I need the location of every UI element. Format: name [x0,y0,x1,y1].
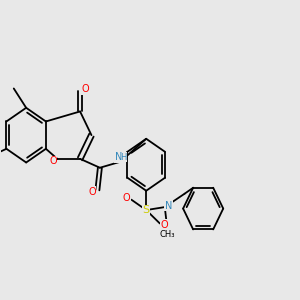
Text: O: O [82,84,89,94]
Text: O: O [123,193,130,203]
Text: O: O [88,187,96,196]
Text: S: S [142,205,150,215]
Text: CH₃: CH₃ [160,230,175,239]
Text: N: N [165,201,172,211]
Text: H: H [120,153,126,162]
Text: O: O [161,220,169,230]
Text: N: N [115,152,122,162]
Text: O: O [49,156,57,166]
